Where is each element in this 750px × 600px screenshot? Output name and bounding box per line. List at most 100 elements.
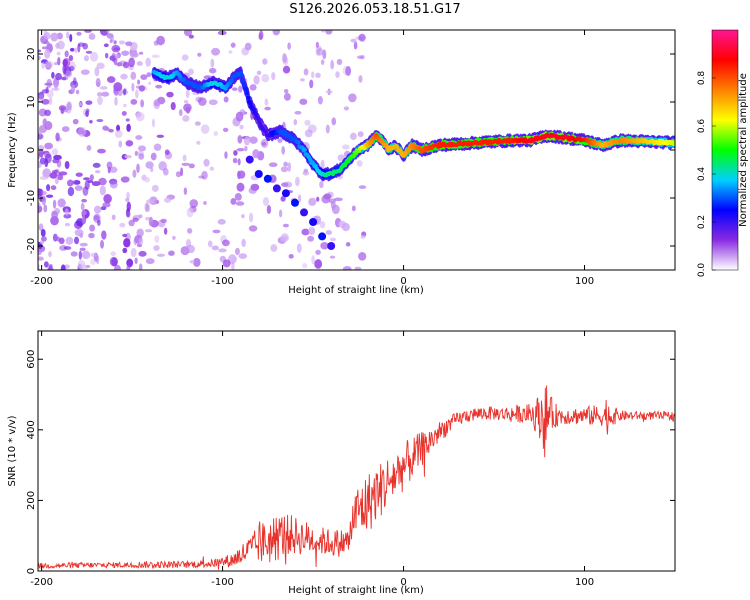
- noise-blob: [62, 64, 67, 75]
- branch-blob: [245, 155, 254, 164]
- noise-blob: [55, 72, 62, 81]
- noise-blob: [44, 153, 52, 164]
- noise-blob: [264, 106, 271, 111]
- noise-blob: [118, 40, 126, 45]
- noise-blob: [38, 98, 43, 102]
- noise-blob: [183, 100, 189, 104]
- noise-blob: [358, 251, 367, 261]
- y-tick-label: 200: [26, 491, 37, 510]
- branch-blob: [254, 170, 263, 178]
- noise-blob: [323, 193, 332, 200]
- noise-blob: [151, 118, 156, 128]
- noise-blob: [111, 214, 116, 221]
- noise-blob: [280, 195, 286, 202]
- noise-blob: [70, 251, 78, 257]
- ridge-segment: [351, 154, 356, 159]
- noise-blob: [51, 87, 60, 92]
- noise-blob: [170, 102, 176, 111]
- noise-blob: [99, 185, 106, 196]
- noise-blob: [138, 250, 147, 257]
- noise-blob: [130, 247, 137, 258]
- noise-blob: [38, 55, 41, 61]
- noise-blob: [182, 154, 187, 162]
- noise-blob: [125, 118, 130, 122]
- noise-blob: [329, 237, 337, 242]
- chart-title: S126.2026.053.18.51.G17: [289, 2, 461, 17]
- noise-blob: [315, 249, 321, 255]
- noise-blob: [253, 75, 260, 85]
- noise-blob: [278, 209, 283, 218]
- noise-blob: [244, 145, 248, 152]
- branch-blob: [318, 232, 327, 241]
- noise-blob: [41, 46, 48, 50]
- noise-blob: [72, 118, 79, 125]
- colorbar-tick-label: 0.6: [697, 119, 707, 134]
- noise-blob: [84, 30, 92, 33]
- x-tick-label: -100: [211, 577, 234, 588]
- noise-blob: [41, 98, 50, 105]
- noise-blob: [135, 112, 145, 122]
- noise-blob: [80, 69, 90, 75]
- noise-blob: [51, 211, 59, 220]
- noise-blob: [348, 94, 352, 99]
- noise-blob: [197, 52, 202, 57]
- noise-blob: [298, 194, 302, 203]
- noise-blob: [164, 149, 170, 156]
- noise-blob: [109, 39, 113, 44]
- noise-blob: [181, 162, 190, 167]
- noise-blob: [109, 181, 118, 189]
- y-tick-label: -20: [26, 238, 37, 254]
- noise-blob: [156, 253, 166, 257]
- noise-blob: [136, 61, 143, 66]
- noise-blob: [80, 202, 85, 211]
- noise-blob: [345, 242, 351, 247]
- noise-blob: [287, 162, 292, 172]
- noise-blob: [74, 47, 78, 53]
- noise-blob: [130, 99, 138, 105]
- ridge-segment: [248, 101, 253, 106]
- noise-blob: [239, 124, 244, 130]
- noise-blob: [41, 62, 45, 70]
- snr-xlabel: Height of straight line (km): [288, 585, 424, 596]
- noise-blob: [93, 215, 100, 221]
- noise-blob: [63, 213, 72, 219]
- noise-blob: [48, 264, 53, 268]
- noise-blob: [213, 131, 219, 136]
- y-tick-label: 0: [26, 147, 37, 153]
- noise-blob: [126, 264, 131, 270]
- noise-blob: [144, 229, 153, 233]
- branch-blob: [327, 242, 336, 250]
- noise-blob: [97, 219, 101, 226]
- noise-blob: [118, 140, 123, 148]
- noise-blob: [196, 140, 201, 145]
- ridge-segment: [182, 77, 187, 82]
- noise-blob: [72, 77, 77, 85]
- noise-blob: [50, 216, 59, 226]
- noise-blob: [39, 157, 46, 165]
- noise-blob: [72, 179, 81, 185]
- noise-blob: [320, 59, 325, 65]
- noise-blob: [153, 99, 161, 107]
- noise-blob: [110, 251, 117, 257]
- noise-blob: [231, 87, 238, 91]
- noise-blob: [258, 32, 263, 40]
- colorbar-tick-label: 0.0: [697, 263, 707, 278]
- ridge-segment: [243, 87, 249, 92]
- noise-blob: [128, 219, 135, 227]
- noise-blob: [295, 176, 300, 187]
- noise-blob: [144, 176, 150, 183]
- spectrogram-xlabel: Height of straight line (km): [288, 285, 424, 296]
- noise-blob: [138, 237, 144, 245]
- noise-blob: [232, 157, 238, 164]
- noise-blob: [163, 197, 172, 203]
- noise-blob: [343, 106, 350, 111]
- noise-blob: [241, 238, 246, 248]
- noise-blob: [200, 124, 210, 134]
- noise-blob: [122, 247, 128, 254]
- noise-blob: [358, 185, 367, 190]
- noise-blob: [42, 168, 51, 179]
- noise-blob: [38, 133, 44, 140]
- noise-blob: [64, 160, 70, 170]
- noise-blob: [356, 55, 364, 59]
- noise-blob: [50, 32, 59, 42]
